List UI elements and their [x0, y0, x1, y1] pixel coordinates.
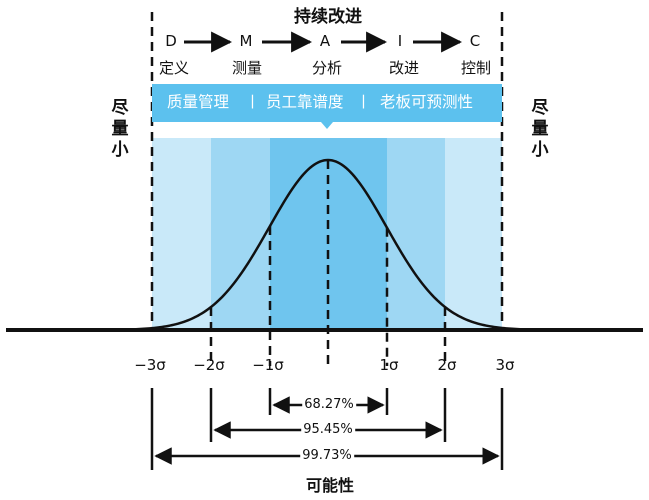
step-label-analyze: 分析	[311, 59, 343, 77]
band-separator: 丨	[245, 93, 261, 111]
range-brackets	[150, 388, 504, 470]
range-label-99: 99.73%	[300, 448, 354, 463]
step-letter-i: I	[397, 32, 403, 50]
step-label-improve: 改进	[388, 59, 420, 77]
tick-minus-2sigma: −2σ	[193, 356, 225, 374]
range-label-95: 95.45%	[301, 422, 355, 437]
tick-minus-1sigma: −1σ	[252, 356, 284, 374]
step-label-control: 控制	[460, 59, 492, 77]
step-letter-d: D	[165, 32, 177, 50]
step-letter-c: C	[469, 32, 481, 50]
band-pointer	[321, 122, 333, 129]
tick-minus-3sigma: −3σ	[134, 356, 166, 374]
focus-band	[152, 84, 502, 122]
side-label-right: 尽量小	[531, 98, 549, 160]
band-item-quality: 质量管理	[167, 93, 230, 111]
band-item-staff: 员工靠谱度	[266, 93, 344, 111]
band-item-boss: 老板可预测性	[380, 93, 474, 111]
step-label-measure: 测量	[231, 59, 263, 77]
step-letter-a: A	[319, 32, 331, 50]
footer-label-possibility: 可能性	[305, 476, 355, 495]
band-separator: 丨	[356, 93, 372, 111]
continuous-improvement-title: 持续改进	[294, 7, 362, 27]
step-label-define: 定义	[158, 59, 190, 77]
step-letter-m: M	[239, 32, 253, 50]
tick-plus-3sigma: 3σ	[495, 356, 515, 374]
tick-plus-2sigma: 2σ	[437, 356, 457, 374]
tick-plus-1sigma: 1σ	[379, 356, 399, 374]
range-label-68: 68.27%	[302, 397, 356, 412]
side-label-left: 尽量小	[111, 98, 129, 160]
